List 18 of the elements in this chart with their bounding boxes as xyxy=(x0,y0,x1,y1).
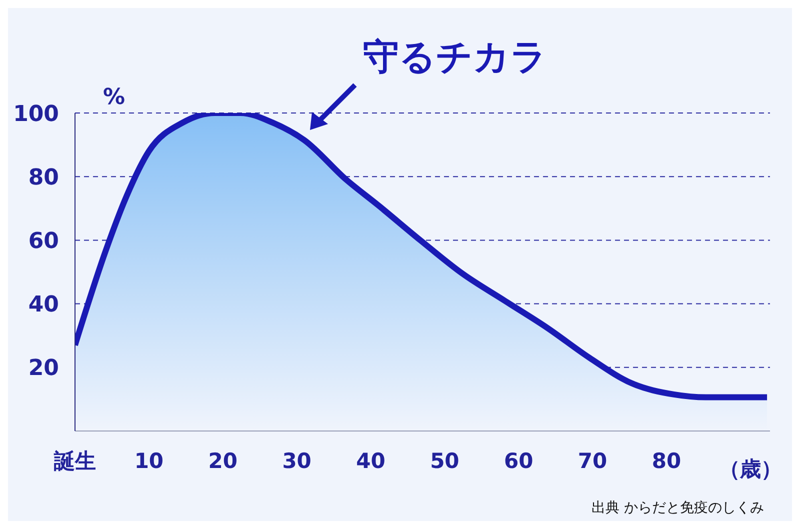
x-tick-label: 30 xyxy=(282,448,312,473)
x-tick-label: 20 xyxy=(208,448,238,473)
y-tick-label: 80 xyxy=(28,165,59,190)
source-note: 出典 からだと免疫のしくみ xyxy=(592,499,764,517)
y-tick-label: 20 xyxy=(28,356,59,382)
y-axis-title: % xyxy=(103,85,126,110)
x-tick-label: 80 xyxy=(652,448,682,473)
y-tick-label: 40 xyxy=(28,292,59,318)
x-tick-label: 50 xyxy=(430,448,460,473)
x-tick-label: 60 xyxy=(504,448,534,473)
y-tick-label: 60 xyxy=(28,229,59,254)
annotation: 守るチカラ xyxy=(363,36,548,80)
x-tick-label: 誕生 xyxy=(53,448,96,473)
x-tick-label: 40 xyxy=(356,448,386,473)
y-tick-label: 100 xyxy=(13,102,59,127)
x-axis-title: （歳） xyxy=(719,456,782,483)
x-tick-label: 10 xyxy=(134,448,164,473)
x-tick-label: 70 xyxy=(578,448,608,473)
